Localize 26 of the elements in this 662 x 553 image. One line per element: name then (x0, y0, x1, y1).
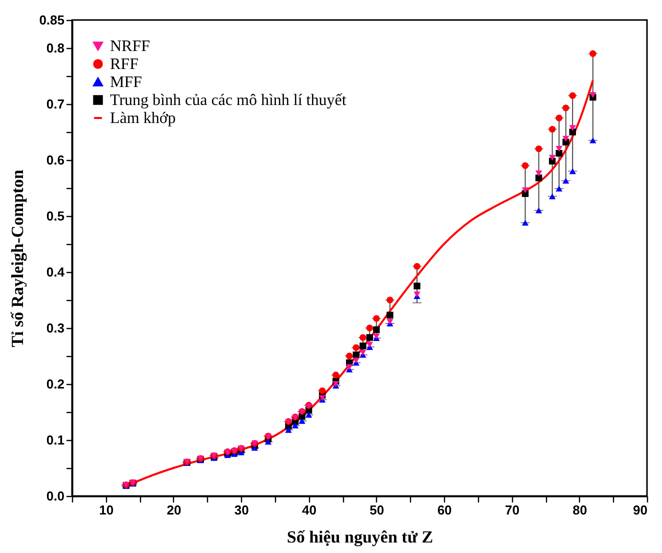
x-tick-label: 10 (99, 502, 114, 518)
y-tick-label: 0.6 (46, 152, 64, 168)
y-tick-label: 0.7 (46, 96, 64, 112)
legend-label: NRFF (110, 38, 150, 55)
legend-label: Trung bình của các mô hình lí thuyết (110, 92, 347, 109)
y-tick-label: 0.4 (46, 264, 66, 280)
x-tick-label: 20 (166, 502, 182, 518)
x-axis-title: Số hiệu nguyên tử Z (286, 528, 434, 546)
y-tick-label: 0.0 (46, 488, 64, 504)
y-tick-label: 0.8 (46, 40, 64, 56)
y-tick-label: 0.85 (39, 12, 64, 28)
y-tick-label: 0.5 (46, 208, 64, 224)
legend-label: MFF (110, 74, 142, 91)
legend-label: RFF (110, 56, 139, 73)
legend-label: Làm khớp (110, 110, 176, 127)
x-tick-label: 90 (633, 502, 648, 518)
y-tick-label: 0.1 (46, 432, 64, 448)
x-tick-label: 50 (370, 502, 384, 518)
x-tick-label: 70 (504, 502, 520, 518)
x-tick-label: 80 (572, 502, 588, 518)
y-tick-label: 0.3 (46, 320, 64, 336)
y-axis-title: Tỉ số Rayleigh-Compton (8, 169, 28, 348)
x-tick-label: 30 (234, 502, 249, 518)
x-tick-label: 40 (302, 502, 316, 518)
y-tick-label: 0.2 (46, 376, 64, 392)
x-tick-label: 60 (437, 502, 452, 518)
